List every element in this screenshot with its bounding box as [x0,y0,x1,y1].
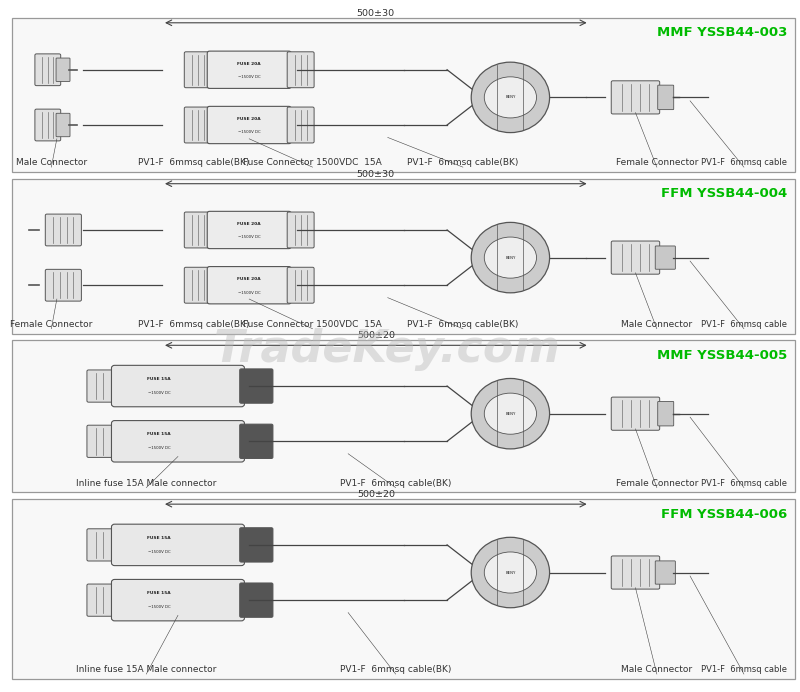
FancyBboxPatch shape [87,584,112,617]
Ellipse shape [484,552,537,593]
FancyBboxPatch shape [56,113,70,137]
Text: ∼1500V DC: ∼1500V DC [238,130,261,134]
FancyBboxPatch shape [658,401,674,426]
Text: FUSE 20A: FUSE 20A [238,222,261,226]
Text: MMF YSSB44-003: MMF YSSB44-003 [657,26,787,39]
Text: FFM YSSB44-004: FFM YSSB44-004 [661,187,787,200]
FancyBboxPatch shape [184,267,211,303]
Text: 500±30: 500±30 [357,170,395,179]
FancyBboxPatch shape [240,369,273,403]
FancyBboxPatch shape [46,269,82,301]
FancyBboxPatch shape [207,266,291,304]
Text: Male Connector: Male Connector [16,158,87,167]
FancyBboxPatch shape [611,81,660,114]
Text: PV1-F  6mmsq cable(BK): PV1-F 6mmsq cable(BK) [138,320,250,329]
Text: Inline fuse 15A Male connector: Inline fuse 15A Male connector [76,665,217,674]
Text: ∼1500V DC: ∼1500V DC [147,606,170,610]
FancyBboxPatch shape [655,246,675,269]
Text: Female Connector: Female Connector [616,158,698,167]
Ellipse shape [471,537,550,608]
Text: Male Connector: Male Connector [622,320,692,329]
Text: BENY: BENY [506,95,515,100]
Ellipse shape [484,77,537,118]
FancyBboxPatch shape [12,500,795,679]
FancyBboxPatch shape [111,524,245,565]
Text: FUSE 15A: FUSE 15A [147,377,170,381]
Ellipse shape [471,222,550,293]
Text: PV1-F  6mmsq cable: PV1-F 6mmsq cable [701,320,787,329]
Text: Fuse Connector 1500VDC  15A: Fuse Connector 1500VDC 15A [243,320,382,329]
Text: ∼1500V DC: ∼1500V DC [147,391,170,395]
FancyBboxPatch shape [240,528,273,562]
Text: PV1-F  6mmsq cable: PV1-F 6mmsq cable [701,665,787,674]
FancyBboxPatch shape [111,579,245,621]
Text: Fuse Connector 1500VDC  15A: Fuse Connector 1500VDC 15A [243,158,382,167]
Text: ∼1500V DC: ∼1500V DC [238,291,261,295]
FancyBboxPatch shape [611,556,660,589]
FancyBboxPatch shape [287,107,314,143]
Text: BENY: BENY [506,570,515,574]
FancyBboxPatch shape [12,340,795,493]
Text: ∼1500V DC: ∼1500V DC [147,550,170,554]
Text: PV1-F  6mmsq cable: PV1-F 6mmsq cable [701,479,787,488]
Text: ∼1500V DC: ∼1500V DC [238,75,261,79]
FancyBboxPatch shape [658,85,674,109]
FancyBboxPatch shape [184,212,211,248]
FancyBboxPatch shape [611,241,660,274]
FancyBboxPatch shape [12,179,795,334]
Text: ∼1500V DC: ∼1500V DC [238,235,261,239]
Text: FUSE 20A: FUSE 20A [238,277,261,281]
Text: FFM YSSB44-006: FFM YSSB44-006 [661,508,787,520]
Text: PV1-F  6mmsq cable(BK): PV1-F 6mmsq cable(BK) [340,665,451,674]
FancyBboxPatch shape [87,425,112,457]
Text: PV1-F  6mmsq cable(BK): PV1-F 6mmsq cable(BK) [340,479,451,488]
FancyBboxPatch shape [207,211,291,248]
Text: Female Connector: Female Connector [616,479,698,488]
Text: TradeKey.com: TradeKey.com [214,328,561,371]
Text: FUSE 15A: FUSE 15A [147,432,170,436]
FancyBboxPatch shape [207,107,291,144]
FancyBboxPatch shape [87,529,112,561]
FancyBboxPatch shape [287,212,314,248]
FancyBboxPatch shape [184,107,211,143]
FancyBboxPatch shape [240,424,273,459]
FancyBboxPatch shape [184,52,211,88]
FancyBboxPatch shape [56,58,70,82]
FancyBboxPatch shape [111,421,245,462]
FancyBboxPatch shape [287,52,314,88]
Text: 500±20: 500±20 [357,331,395,340]
Text: PV1-F  6mmsq cable: PV1-F 6mmsq cable [701,158,787,167]
Text: MMF YSSB44-005: MMF YSSB44-005 [657,349,787,362]
Text: 500±20: 500±20 [357,491,395,500]
FancyBboxPatch shape [46,214,82,246]
Text: BENY: BENY [506,255,515,260]
Text: FUSE 20A: FUSE 20A [238,117,261,121]
Text: PV1-F  6mmsq cable(BK): PV1-F 6mmsq cable(BK) [407,320,518,329]
Text: BENY: BENY [506,412,515,416]
FancyBboxPatch shape [240,583,273,617]
Text: PV1-F  6mmsq cable(BK): PV1-F 6mmsq cable(BK) [138,158,250,167]
FancyBboxPatch shape [35,54,61,86]
Text: FUSE 20A: FUSE 20A [238,62,261,66]
FancyBboxPatch shape [12,18,795,172]
FancyBboxPatch shape [111,365,245,407]
Text: Male Connector: Male Connector [622,665,692,674]
FancyBboxPatch shape [87,370,112,402]
Text: PV1-F  6mmsq cable(BK): PV1-F 6mmsq cable(BK) [407,158,518,167]
Ellipse shape [484,393,537,434]
Text: Inline fuse 15A Male connector: Inline fuse 15A Male connector [76,479,217,488]
Ellipse shape [471,379,550,449]
Text: Female Connector: Female Connector [10,320,93,329]
Ellipse shape [471,62,550,133]
Text: FUSE 15A: FUSE 15A [147,591,170,595]
Text: 500±30: 500±30 [357,9,395,18]
FancyBboxPatch shape [611,397,660,430]
Ellipse shape [484,237,537,278]
FancyBboxPatch shape [287,267,314,303]
FancyBboxPatch shape [207,51,291,89]
FancyBboxPatch shape [655,561,675,584]
Text: FUSE 15A: FUSE 15A [147,536,170,540]
FancyBboxPatch shape [35,109,61,141]
Text: ∼1500V DC: ∼1500V DC [147,446,170,450]
